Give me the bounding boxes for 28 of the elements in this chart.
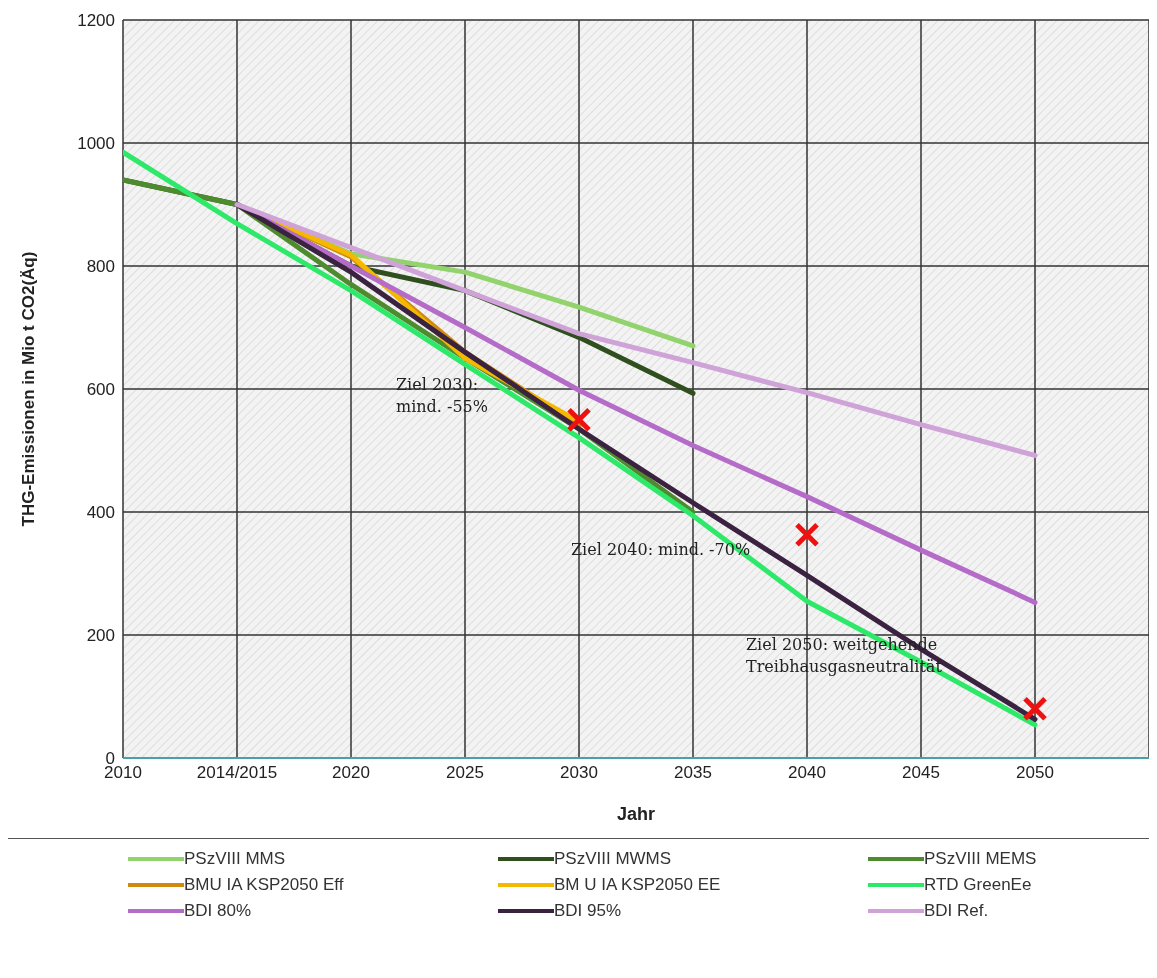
x-tick-label: 2025: [446, 763, 484, 783]
x-tick-label: 2040: [788, 763, 826, 783]
legend-label: PSzVIII MMS: [184, 849, 286, 869]
x-axis-title: Jahr: [616, 804, 656, 824]
y-tick-label: 400: [86, 503, 115, 523]
point: [794, 522, 820, 548]
legend-label: PSzVIII MWMS: [554, 849, 672, 869]
legend-label: RTD GreenEe: [924, 875, 1032, 895]
legend-label: BDI 80%: [184, 901, 252, 921]
y-axis-title: THG-Emissionen in Mio t CO2(Äq): [19, 251, 39, 527]
x-tick-label: 2050: [1016, 763, 1054, 783]
point: [566, 407, 592, 433]
y-tick-label: 200: [86, 626, 115, 646]
x-tick-label: 2020: [332, 763, 370, 783]
x-tick-label: 2045: [902, 763, 940, 783]
legend-label: BM U IA KSP2050 EE: [554, 875, 721, 895]
y-tick-label: 1200: [77, 11, 115, 31]
x-tick-label: 2035: [674, 763, 712, 783]
x-tick-label: 2014/2015: [196, 763, 278, 783]
point: [1022, 696, 1048, 722]
legend-label: PSzVIII MEMS: [924, 849, 1037, 869]
legend-label: BMU IA KSP2050 Eff: [184, 875, 344, 895]
legend-label: BDI 95%: [554, 901, 622, 921]
x-tick-label: 2030: [560, 763, 598, 783]
y-tick-label: 1000: [77, 134, 115, 154]
legend-label: BDI Ref.: [924, 901, 989, 921]
y-tick-label: 600: [86, 380, 115, 400]
y-tick-label: 800: [86, 257, 115, 277]
